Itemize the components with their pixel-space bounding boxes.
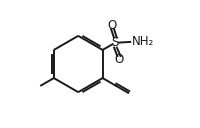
Text: O: O — [108, 19, 117, 32]
Text: NH₂: NH₂ — [131, 35, 154, 48]
Text: S: S — [112, 36, 119, 49]
Text: O: O — [115, 53, 124, 66]
